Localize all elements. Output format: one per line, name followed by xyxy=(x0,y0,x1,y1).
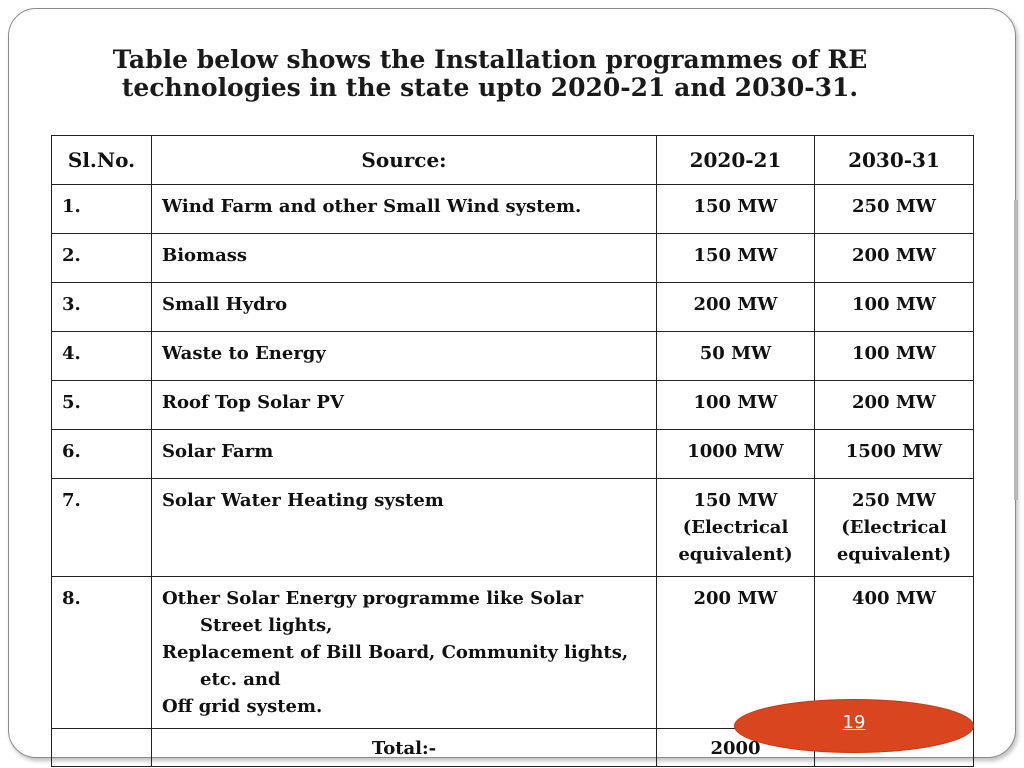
row-source: Solar Farm xyxy=(151,429,657,479)
row-2030-31: 250 MW xyxy=(814,184,974,234)
header-sl-no: Sl.No. xyxy=(51,135,152,185)
row-2020-21: 150 MW (Electrical equivalent) xyxy=(656,478,815,577)
title-line-2: technologies in the state upto 2020-21 a… xyxy=(121,73,859,102)
row-2030-31: 250 MW (Electrical equivalent) xyxy=(814,478,974,577)
slide-title: Table below shows the Installation progr… xyxy=(60,46,920,102)
row-2020-21: 150 MW xyxy=(656,233,815,283)
table-row: 3. Small Hydro 200 MW 100 MW xyxy=(51,282,974,332)
row-2020-21: 100 MW xyxy=(656,380,815,430)
table-row: 5. Roof Top Solar PV 100 MW 200 MW xyxy=(51,380,974,430)
row-2030-31: 100 MW xyxy=(814,282,974,332)
page-number[interactable]: 19 xyxy=(842,712,866,733)
total-empty-cell xyxy=(51,728,152,767)
row-sl-no: 3. xyxy=(51,282,152,332)
row-source: Waste to Energy xyxy=(151,331,657,381)
row-sl-no: 7. xyxy=(51,478,152,577)
header-2020-21: 2020-21 xyxy=(656,135,815,185)
title-line-1: Table below shows the Installation progr… xyxy=(112,45,868,74)
row-source: Other Solar Energy programme like Solar … xyxy=(151,576,657,729)
value-line: equivalent) xyxy=(678,544,793,565)
source-line: Off grid system. xyxy=(162,696,323,717)
row-sl-no: 8. xyxy=(51,576,152,729)
table-row: 2. Biomass 150 MW 200 MW xyxy=(51,233,974,283)
frame-accent xyxy=(1014,200,1018,500)
header-2030-31: 2030-31 xyxy=(814,135,974,185)
row-2020-21: 200 MW xyxy=(656,282,815,332)
row-2020-21: 1000 MW xyxy=(656,429,815,479)
row-2020-21: 150 MW xyxy=(656,184,815,234)
source-line: etc. and xyxy=(200,669,281,690)
total-label: Total:- xyxy=(151,728,657,767)
table-total-row: Total:- 2000 xyxy=(51,728,974,767)
re-installation-table: Sl.No. Source: 2020-21 2030-31 1. Wind F… xyxy=(51,135,974,767)
row-source: Wind Farm and other Small Wind system. xyxy=(151,184,657,234)
table-row: 6. Solar Farm 1000 MW 1500 MW xyxy=(51,429,974,479)
row-sl-no: 2. xyxy=(51,233,152,283)
row-source: Biomass xyxy=(151,233,657,283)
row-source: Small Hydro xyxy=(151,282,657,332)
value-line: (Electrical xyxy=(841,517,947,538)
page-number-badge: 19 xyxy=(735,700,973,752)
row-sl-no: 5. xyxy=(51,380,152,430)
value-line: 150 MW xyxy=(693,490,778,511)
row-sl-no: 6. xyxy=(51,429,152,479)
table-header-row: Sl.No. Source: 2020-21 2030-31 xyxy=(51,135,974,185)
row-2030-31: 200 MW xyxy=(814,380,974,430)
value-line: equivalent) xyxy=(836,544,952,565)
row-source: Roof Top Solar PV xyxy=(151,380,657,430)
value-line: 250 MW xyxy=(852,490,936,511)
header-source: Source: xyxy=(151,135,657,185)
row-2030-31: 100 MW xyxy=(814,331,974,381)
row-2030-31: 200 MW xyxy=(814,233,974,283)
source-line: Street lights, xyxy=(200,615,333,636)
row-sl-no: 4. xyxy=(51,331,152,381)
value-line: (Electrical xyxy=(682,517,789,538)
table-row: 1. Wind Farm and other Small Wind system… xyxy=(51,184,974,234)
source-line: Other Solar Energy programme like Solar xyxy=(162,588,584,609)
row-source: Solar Water Heating system xyxy=(151,478,657,577)
table-row: 4. Waste to Energy 50 MW 100 MW xyxy=(51,331,974,381)
source-line: Replacement of Bill Board, Community lig… xyxy=(162,642,629,663)
row-sl-no: 1. xyxy=(51,184,152,234)
table-row: 7. Solar Water Heating system 150 MW (El… xyxy=(51,478,974,577)
row-2030-31: 1500 MW xyxy=(814,429,974,479)
row-2020-21: 50 MW xyxy=(656,331,815,381)
